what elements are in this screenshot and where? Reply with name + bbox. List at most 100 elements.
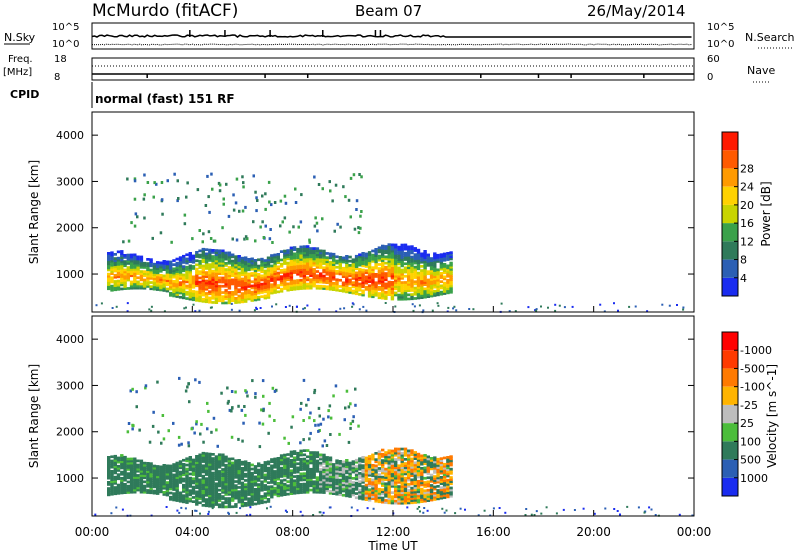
data-cell (416, 257, 421, 260)
data-cell (332, 481, 336, 485)
data-cell (178, 275, 183, 278)
data-cell (332, 286, 336, 289)
data-cell (335, 272, 339, 275)
data-cell (169, 285, 173, 289)
data-cell (270, 260, 274, 264)
data-cell (227, 472, 232, 475)
data-cell (217, 278, 222, 282)
data-cell (240, 294, 245, 297)
data-cell (107, 458, 111, 461)
data-cell (198, 470, 202, 473)
data-cell (593, 512, 596, 515)
data-cell (361, 493, 365, 497)
data-cell (211, 484, 215, 487)
data-cell (400, 245, 404, 249)
data-cell (224, 482, 228, 486)
data-cell (270, 493, 274, 497)
data-cell (299, 476, 303, 480)
data-cell (151, 236, 154, 240)
data-cell (201, 275, 205, 278)
data-cell (617, 309, 619, 312)
data-cell (302, 482, 307, 486)
data-cell (377, 292, 382, 295)
data-cell (231, 261, 235, 265)
data-cell (387, 491, 391, 494)
data-cell (146, 270, 150, 274)
data-cell (436, 468, 440, 471)
data-cell (335, 286, 339, 290)
data-cell (410, 482, 414, 486)
data-cell (315, 259, 320, 263)
data-cell (156, 275, 160, 279)
data-cell (110, 251, 114, 255)
data-cell (367, 457, 372, 460)
data-cell (107, 254, 111, 257)
data-cell (358, 492, 362, 496)
data-cell (371, 272, 375, 276)
data-cell (235, 238, 239, 242)
data-cell (175, 293, 179, 296)
data-cell (328, 260, 333, 264)
data-cell (113, 275, 117, 279)
data-cell (397, 466, 401, 470)
data-cell (244, 502, 248, 505)
data-cell (211, 282, 215, 285)
colorbar-segment (722, 477, 738, 496)
data-cell (289, 463, 294, 466)
data-cell (133, 197, 137, 201)
data-cell (367, 257, 372, 261)
data-cell (133, 486, 137, 490)
data-cell (317, 406, 321, 410)
data-cell (394, 468, 398, 472)
data-cell (182, 275, 186, 279)
data-cell (397, 279, 401, 282)
data-cell (312, 272, 316, 275)
data-cell (339, 307, 342, 310)
data-cell (387, 472, 391, 475)
data-cell (276, 475, 280, 479)
data-cell (201, 293, 205, 297)
data-cell (309, 257, 313, 261)
data-cell (374, 483, 378, 486)
data-cell (423, 495, 427, 499)
data-cell (175, 268, 179, 271)
data-cell (299, 466, 303, 469)
data-cell (364, 275, 369, 279)
xtick-label: 00:00 (677, 525, 712, 539)
data-cell (318, 308, 321, 311)
data-cell (161, 414, 165, 417)
data-cell (296, 491, 300, 495)
data-cell (201, 451, 205, 455)
data-cell (222, 202, 225, 206)
data-cell (273, 266, 277, 269)
data-cell (188, 281, 192, 284)
data-cell (266, 273, 271, 276)
data-cell (384, 476, 388, 479)
data-cell (201, 454, 205, 457)
data-cell (416, 290, 421, 294)
data-cell (312, 455, 316, 459)
data-cell (341, 466, 346, 470)
data-cell (335, 310, 338, 313)
data-cell (394, 447, 398, 451)
data-cell (423, 497, 427, 501)
data-cell (126, 459, 130, 463)
data-cell (139, 482, 144, 486)
data-cell (413, 461, 417, 465)
data-cell (279, 479, 284, 482)
data-cell (107, 487, 111, 490)
data-cell (204, 298, 209, 301)
data-cell (394, 245, 398, 249)
data-cell (231, 406, 234, 410)
data-cell (439, 480, 444, 483)
data-cell (332, 471, 336, 475)
data-cell (371, 278, 375, 282)
data-cell (292, 481, 297, 485)
data-cell (283, 274, 287, 278)
data-cell (413, 492, 417, 496)
data-cell (208, 452, 212, 456)
data-cell (183, 307, 186, 310)
data-cell (377, 500, 382, 504)
data-cell (162, 282, 166, 286)
data-cell (387, 478, 391, 482)
